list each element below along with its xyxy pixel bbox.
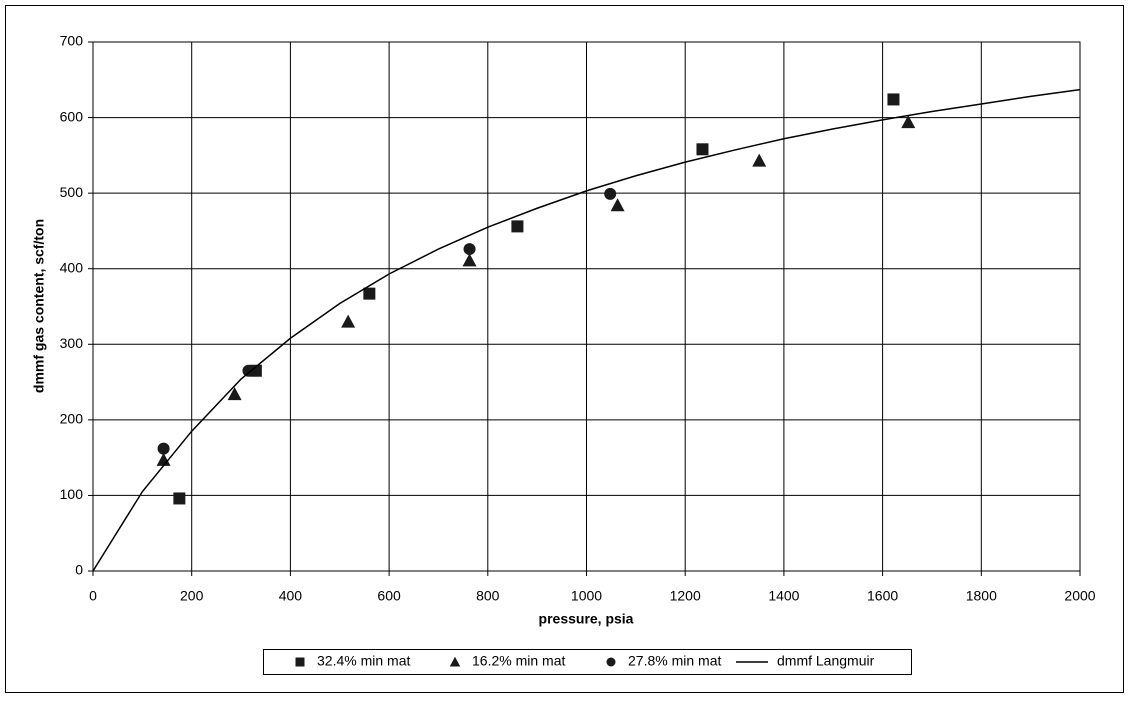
y-tick-label: 500 (60, 184, 84, 200)
point (242, 364, 255, 377)
point (610, 198, 625, 212)
x-tick-label: 600 (377, 588, 401, 604)
y-tick-label: 700 (60, 33, 84, 49)
legend-swatch (295, 657, 305, 667)
x-tick-label: 800 (476, 588, 500, 604)
x-tick-label: 1800 (966, 588, 997, 604)
point (341, 314, 356, 328)
point (173, 492, 186, 505)
point (156, 452, 171, 466)
x-tick-label: 400 (279, 588, 303, 604)
legend-label: dmmf Langmuir (777, 653, 875, 669)
legend (263, 649, 912, 675)
y-tick-label: 0 (75, 562, 83, 578)
point (901, 115, 916, 129)
legend-swatch (606, 657, 616, 667)
point (604, 187, 617, 200)
legend-label: 32.4% min mat (317, 653, 410, 669)
y-tick-label: 200 (60, 411, 84, 427)
point (752, 153, 767, 167)
point (696, 143, 709, 156)
legend-swatch (449, 656, 461, 667)
line (92, 88, 1081, 572)
point (157, 442, 170, 455)
legend-label: 16.2% min mat (472, 653, 565, 669)
legend-label: 27.8% min mat (628, 653, 721, 669)
x-axis-label: pressure, psia (539, 611, 634, 627)
x-tick-label: 1400 (768, 588, 799, 604)
x-tick-label: 1000 (571, 588, 602, 604)
y-tick-label: 400 (60, 259, 84, 275)
point (363, 287, 376, 300)
x-tick-label: 2000 (1064, 588, 1095, 604)
y-tick-label: 600 (60, 108, 84, 124)
point (887, 93, 900, 106)
y-tick-label: 100 (60, 486, 84, 502)
point (249, 364, 262, 377)
x-tick-label: 200 (180, 588, 204, 604)
x-tick-label: 1200 (670, 588, 701, 604)
y-tick-label: 300 (60, 335, 84, 351)
x-tick-label: 0 (89, 588, 97, 604)
y-axis-label: dmmf gas content, scf/ton (31, 219, 47, 393)
point (227, 387, 242, 401)
point (462, 253, 477, 267)
x-tick-label: 1600 (867, 588, 898, 604)
point (463, 243, 476, 256)
point (511, 220, 524, 233)
